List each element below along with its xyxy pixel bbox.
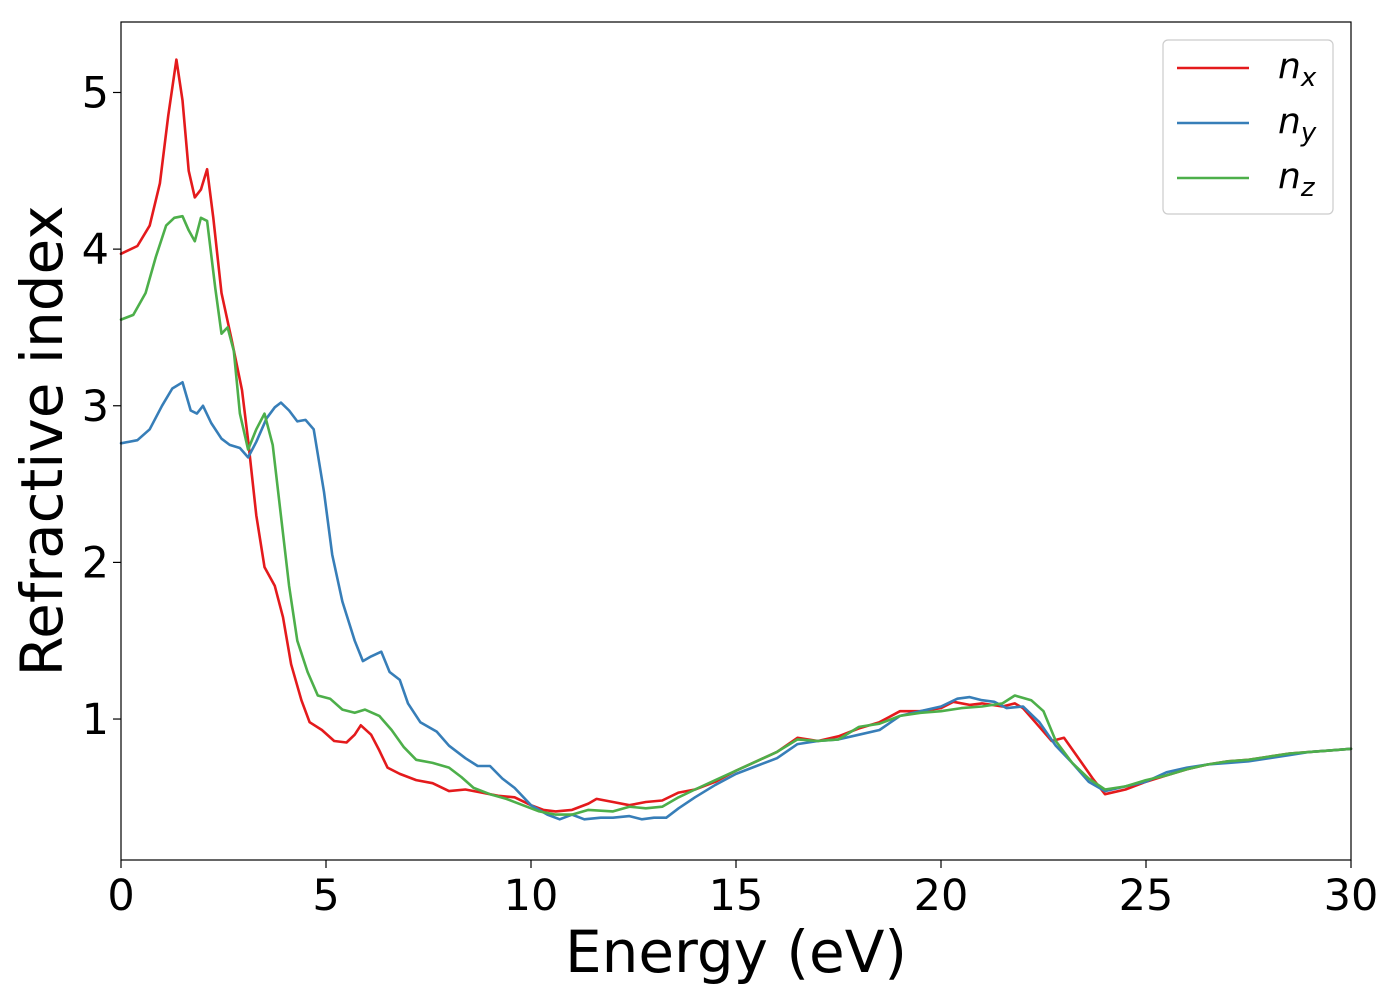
series-line-z (119, 214, 1353, 816)
legend-label-y: ny (1278, 101, 1317, 148)
legend-label-z: nz (1278, 156, 1316, 203)
y-axis: 1 2 3 4 5 (82, 68, 121, 745)
y-tick-label: 2 (82, 538, 109, 588)
y-tick-label: 4 (82, 225, 109, 275)
legend-label-x: nx (1278, 46, 1317, 93)
series-layer (119, 58, 1353, 821)
series-line-y (119, 381, 1353, 821)
x-tick-label: 25 (1119, 871, 1174, 921)
x-axis-title: Energy (eV) (565, 918, 907, 986)
x-tick-label: 30 (1324, 871, 1379, 921)
y-tick-label: 5 (82, 68, 109, 118)
x-tick-label: 0 (107, 871, 134, 921)
series-line-x (119, 58, 1353, 813)
legend: nx ny nz (1162, 39, 1334, 215)
y-tick-label: 3 (82, 382, 109, 432)
x-tick-label: 10 (504, 871, 559, 921)
y-axis-title: Refractive index (8, 205, 76, 676)
y-tick-label: 1 (82, 695, 109, 745)
x-tick-label: 20 (914, 871, 969, 921)
x-axis: 0 5 10 15 20 25 30 (107, 860, 1378, 921)
x-tick-label: 5 (312, 871, 339, 921)
legend-box (1162, 39, 1334, 215)
x-tick-label: 15 (709, 871, 764, 921)
